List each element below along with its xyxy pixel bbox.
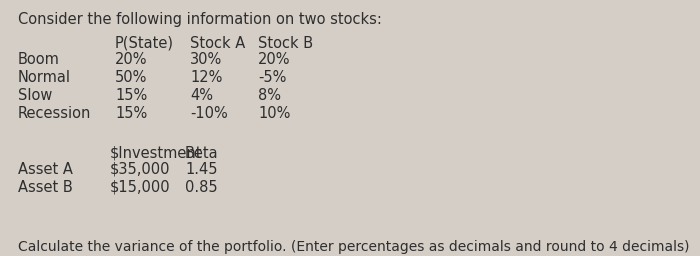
Text: Consider the following information on two stocks:: Consider the following information on tw… — [18, 12, 382, 27]
Text: Stock A: Stock A — [190, 36, 245, 51]
Text: $35,000: $35,000 — [110, 162, 171, 177]
Text: 10%: 10% — [258, 106, 290, 121]
Text: $Investment: $Investment — [110, 146, 202, 161]
Text: 20%: 20% — [258, 52, 290, 67]
Text: -5%: -5% — [258, 70, 286, 85]
Text: 8%: 8% — [258, 88, 281, 103]
Text: Stock B: Stock B — [258, 36, 313, 51]
Text: Boom: Boom — [18, 52, 60, 67]
Text: Normal: Normal — [18, 70, 71, 85]
Text: $15,000: $15,000 — [110, 180, 171, 195]
Text: P(State): P(State) — [115, 36, 174, 51]
Text: Beta: Beta — [185, 146, 218, 161]
Text: 1.45: 1.45 — [185, 162, 218, 177]
Text: 15%: 15% — [115, 106, 147, 121]
Text: 0.85: 0.85 — [185, 180, 218, 195]
Text: Calculate the variance of the portfolio. (Enter percentages as decimals and roun: Calculate the variance of the portfolio.… — [18, 240, 690, 254]
Text: Asset B: Asset B — [18, 180, 73, 195]
Text: Recession: Recession — [18, 106, 92, 121]
Text: Slow: Slow — [18, 88, 52, 103]
Text: 12%: 12% — [190, 70, 223, 85]
Text: 20%: 20% — [115, 52, 148, 67]
Text: 4%: 4% — [190, 88, 213, 103]
Text: 30%: 30% — [190, 52, 222, 67]
Text: 50%: 50% — [115, 70, 148, 85]
Text: 15%: 15% — [115, 88, 147, 103]
Text: Asset A: Asset A — [18, 162, 73, 177]
Text: -10%: -10% — [190, 106, 228, 121]
